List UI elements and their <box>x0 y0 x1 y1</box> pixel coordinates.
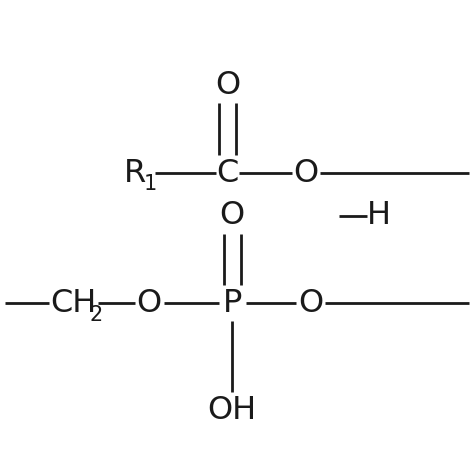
Text: O: O <box>137 288 162 319</box>
Text: P: P <box>223 288 242 319</box>
Text: 2: 2 <box>89 305 102 325</box>
Text: O: O <box>215 70 240 101</box>
Text: C: C <box>217 157 238 189</box>
Text: R: R <box>124 157 146 189</box>
Text: H: H <box>367 200 391 231</box>
Text: 1: 1 <box>144 174 157 194</box>
Text: CH: CH <box>50 288 97 319</box>
Text: O: O <box>219 200 245 231</box>
Text: O: O <box>298 288 323 319</box>
Text: O: O <box>293 157 319 189</box>
Text: OH: OH <box>208 394 257 426</box>
